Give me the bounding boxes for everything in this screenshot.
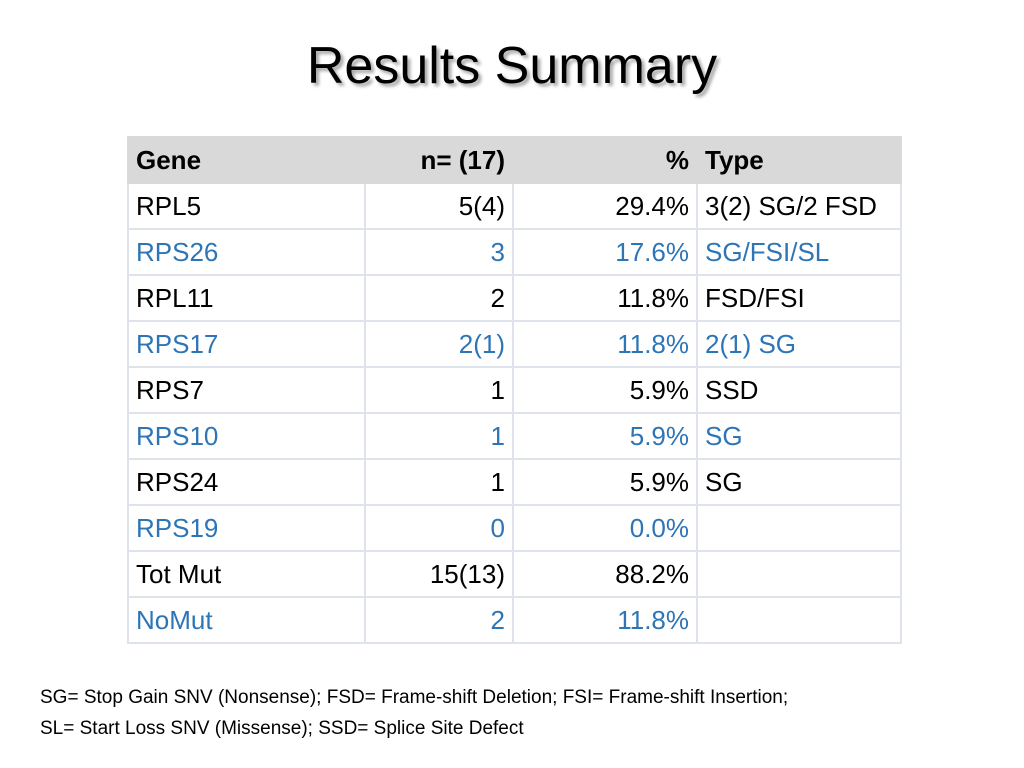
footnote-line-1: SG= Stop Gain SNV (Nonsense); FSD= Frame… bbox=[40, 687, 789, 708]
table-row: RPS10 1 5.9% SG bbox=[127, 412, 902, 460]
header-percent: % bbox=[512, 136, 698, 184]
table-header-row: Gene n= (17) % Type bbox=[127, 136, 902, 184]
cell-type: SG bbox=[696, 458, 902, 506]
cell-percent: 5.9% bbox=[512, 366, 698, 414]
cell-type bbox=[696, 504, 902, 552]
table-row: RPS24 1 5.9% SG bbox=[127, 458, 902, 506]
cell-gene: Tot Mut bbox=[127, 550, 366, 598]
cell-type bbox=[696, 596, 902, 644]
header-gene: Gene bbox=[127, 136, 366, 184]
cell-n: 1 bbox=[364, 366, 514, 414]
cell-type: FSD/FSI bbox=[696, 274, 902, 322]
cell-type: SSD bbox=[696, 366, 902, 414]
cell-percent: 5.9% bbox=[512, 458, 698, 506]
cell-n: 2 bbox=[364, 274, 514, 322]
cell-percent: 5.9% bbox=[512, 412, 698, 460]
cell-gene: RPS10 bbox=[127, 412, 366, 460]
cell-percent: 11.8% bbox=[512, 320, 698, 368]
cell-n: 1 bbox=[364, 458, 514, 506]
cell-n: 0 bbox=[364, 504, 514, 552]
cell-gene: RPS17 bbox=[127, 320, 366, 368]
table-row: RPL11 2 11.8% FSD/FSI bbox=[127, 274, 902, 322]
table-row: RPL5 5(4) 29.4% 3(2) SG/2 FSD bbox=[127, 182, 902, 230]
cell-percent: 0.0% bbox=[512, 504, 698, 552]
cell-n: 5(4) bbox=[364, 182, 514, 230]
cell-percent: 88.2% bbox=[512, 550, 698, 598]
table-row: RPS17 2(1) 11.8% 2(1) SG bbox=[127, 320, 902, 368]
cell-percent: 11.8% bbox=[512, 596, 698, 644]
footnote: SG= Stop Gain SNV (Nonsense); FSD= Frame… bbox=[40, 682, 1000, 744]
cell-type: SG bbox=[696, 412, 902, 460]
cell-gene: RPL5 bbox=[127, 182, 366, 230]
table-row: RPS19 0 0.0% bbox=[127, 504, 902, 552]
cell-gene: RPS7 bbox=[127, 366, 366, 414]
table-row: RPS7 1 5.9% SSD bbox=[127, 366, 902, 414]
cell-percent: 11.8% bbox=[512, 274, 698, 322]
cell-gene: RPS24 bbox=[127, 458, 366, 506]
table-row: NoMut 2 11.8% bbox=[127, 596, 902, 644]
cell-n: 3 bbox=[364, 228, 514, 276]
header-type: Type bbox=[696, 136, 902, 184]
table-row-total: Tot Mut 15(13) 88.2% bbox=[127, 550, 902, 598]
cell-type: 2(1) SG bbox=[696, 320, 902, 368]
cell-n: 2 bbox=[364, 596, 514, 644]
header-n: n= (17) bbox=[364, 136, 514, 184]
cell-type: SG/FSI/SL bbox=[696, 228, 902, 276]
cell-type: 3(2) SG/2 FSD bbox=[696, 182, 902, 230]
footnote-line-2: SL= Start Loss SNV (Missense); SSD= Spli… bbox=[40, 718, 524, 739]
cell-gene: RPL11 bbox=[127, 274, 366, 322]
cell-n: 1 bbox=[364, 412, 514, 460]
cell-gene: NoMut bbox=[127, 596, 366, 644]
cell-percent: 17.6% bbox=[512, 228, 698, 276]
slide-title: Results Summary bbox=[306, 37, 718, 95]
cell-gene: RPS26 bbox=[127, 228, 366, 276]
cell-n: 2(1) bbox=[364, 320, 514, 368]
cell-gene: RPS19 bbox=[127, 504, 366, 552]
table-row: RPS26 3 17.6% SG/FSI/SL bbox=[127, 228, 902, 276]
results-table: Gene n= (17) % Type RPL5 5(4) 29.4% 3(2)… bbox=[127, 136, 902, 644]
cell-percent: 29.4% bbox=[512, 182, 698, 230]
cell-n: 15(13) bbox=[364, 550, 514, 598]
cell-type bbox=[696, 550, 902, 598]
